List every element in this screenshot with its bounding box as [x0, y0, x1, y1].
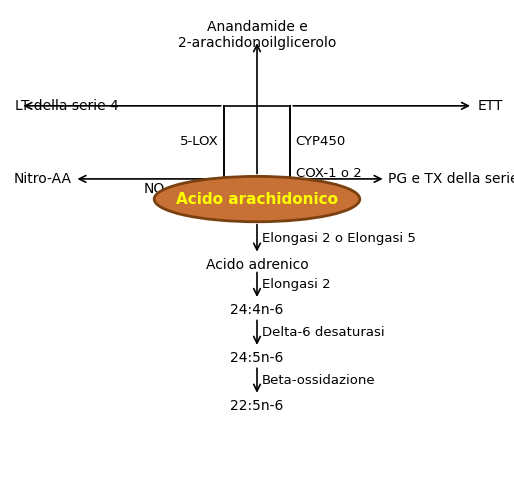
Text: Acido adrenico: Acido adrenico	[206, 258, 308, 272]
Text: PG e TX della serie 2: PG e TX della serie 2	[388, 172, 514, 186]
Text: CYP450: CYP450	[296, 135, 346, 148]
Text: COX-1 o 2: COX-1 o 2	[296, 167, 361, 180]
Ellipse shape	[154, 176, 360, 222]
Text: 24:5n-6: 24:5n-6	[230, 351, 284, 365]
Text: Elongasi 2: Elongasi 2	[262, 278, 331, 291]
Text: 5-LOX: 5-LOX	[180, 135, 218, 148]
Text: ETT: ETT	[478, 99, 504, 113]
Text: Beta-ossidazione: Beta-ossidazione	[262, 374, 376, 387]
Text: Elongasi 2 o Elongasi 5: Elongasi 2 o Elongasi 5	[262, 232, 416, 244]
Text: 22:5n-6: 22:5n-6	[230, 399, 284, 413]
Text: Nitro-AA: Nitro-AA	[14, 172, 72, 186]
Text: 24:4n-6: 24:4n-6	[230, 303, 284, 317]
Text: Delta-6 desaturasi: Delta-6 desaturasi	[262, 326, 385, 339]
Text: LT della serie 4: LT della serie 4	[15, 99, 119, 113]
Text: NOₓ: NOₓ	[144, 182, 171, 196]
Text: Anandamide e
2-arachidonoilglicerolo: Anandamide e 2-arachidonoilglicerolo	[178, 20, 336, 50]
Text: Acido arachidonico: Acido arachidonico	[176, 192, 338, 207]
